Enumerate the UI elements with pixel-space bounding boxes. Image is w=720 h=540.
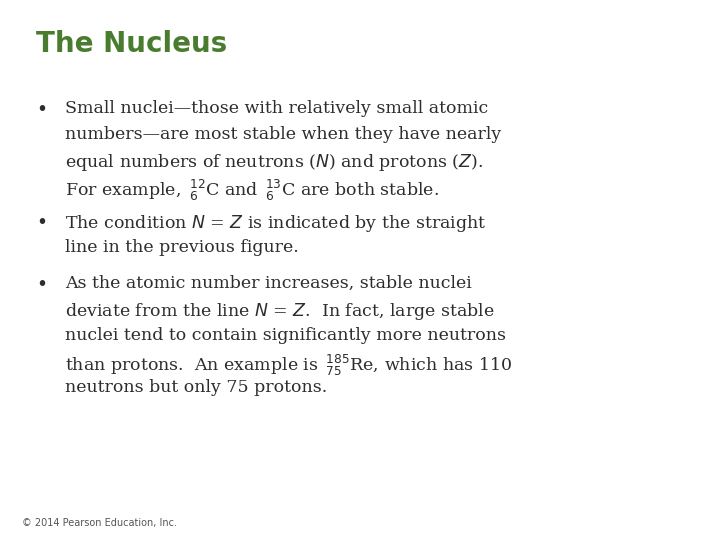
Text: The condition $N$ = $Z$ is indicated by the straight: The condition $N$ = $Z$ is indicated by … [65,213,486,234]
Text: •: • [36,100,47,119]
Text: As the atomic number increases, stable nuclei: As the atomic number increases, stable n… [65,275,472,292]
Text: The Nucleus: The Nucleus [36,30,228,58]
Text: nuclei tend to contain significantly more neutrons: nuclei tend to contain significantly mor… [65,327,505,343]
Text: For example, $\,{}^{12}_{6}$C and $\,{}^{13}_{6}$C are both stable.: For example, $\,{}^{12}_{6}$C and $\,{}^… [65,178,438,202]
Text: Small nuclei—those with relatively small atomic: Small nuclei—those with relatively small… [65,100,488,117]
Text: equal numbers of neutrons ($N$) and protons ($Z$).: equal numbers of neutrons ($N$) and prot… [65,152,483,173]
Text: numbers—are most stable when they have nearly: numbers—are most stable when they have n… [65,126,501,143]
Text: deviate from the line $N$ = $Z$.  In fact, large stable: deviate from the line $N$ = $Z$. In fact… [65,301,495,322]
Text: than protons.  An example is $\,{}^{185}_{75}$Re, which has 110: than protons. An example is $\,{}^{185}_… [65,353,512,377]
Text: •: • [36,213,47,232]
Text: neutrons but only 75 protons.: neutrons but only 75 protons. [65,379,327,395]
Text: line in the previous figure.: line in the previous figure. [65,239,299,256]
Text: © 2014 Pearson Education, Inc.: © 2014 Pearson Education, Inc. [22,518,176,528]
Text: •: • [36,275,47,294]
